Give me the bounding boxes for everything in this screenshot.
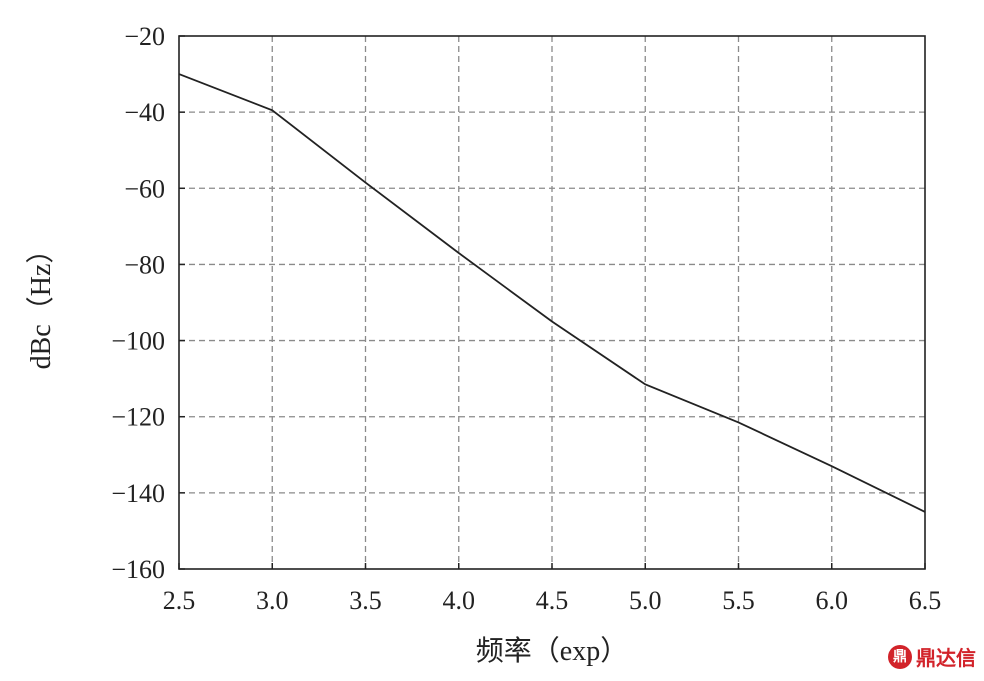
- y-tick-label: −80: [124, 250, 165, 279]
- x-tick-label: 5.0: [629, 586, 662, 615]
- series-line: [178, 73, 926, 513]
- tick-marks: [178, 35, 926, 570]
- data-series: [178, 73, 926, 513]
- y-tick-label: −120: [111, 403, 165, 432]
- y-tick-label: −40: [124, 98, 165, 127]
- y-tick-label: −60: [124, 174, 165, 203]
- x-tick-label: 6.5: [909, 586, 942, 615]
- y-axis-title: dBc（Hz）: [25, 236, 57, 370]
- x-tick-labels: 2.5 3.0 3.5 4.0 4.5 5.0 5.5 6.0 6.5: [163, 586, 942, 615]
- x-tick-label: 6.0: [816, 586, 849, 615]
- y-gridlines: [179, 111, 925, 494]
- y-tick-label: −20: [124, 22, 165, 51]
- y-tick-labels: −20 −40 −60 −80 −100 −120 −140 −160: [111, 22, 165, 584]
- watermark: 鼎 鼎达信: [888, 642, 976, 671]
- x-tick-label: 3.5: [349, 586, 382, 615]
- x-tick-label: 4.5: [536, 586, 569, 615]
- y-tick-label: −140: [111, 479, 165, 508]
- x-gridlines: [271, 36, 833, 569]
- x-tick-label: 5.5: [722, 586, 755, 615]
- watermark-logo-icon: 鼎: [888, 644, 912, 669]
- watermark-text: 鼎达信: [916, 646, 976, 670]
- y-tick-label: −100: [111, 327, 165, 356]
- x-tick-label: 3.0: [256, 586, 289, 615]
- y-tick-label: −160: [111, 555, 165, 584]
- x-tick-label: 2.5: [163, 586, 196, 615]
- x-tick-label: 4.0: [443, 586, 476, 615]
- x-axis-title: 频率（exp）: [476, 635, 628, 667]
